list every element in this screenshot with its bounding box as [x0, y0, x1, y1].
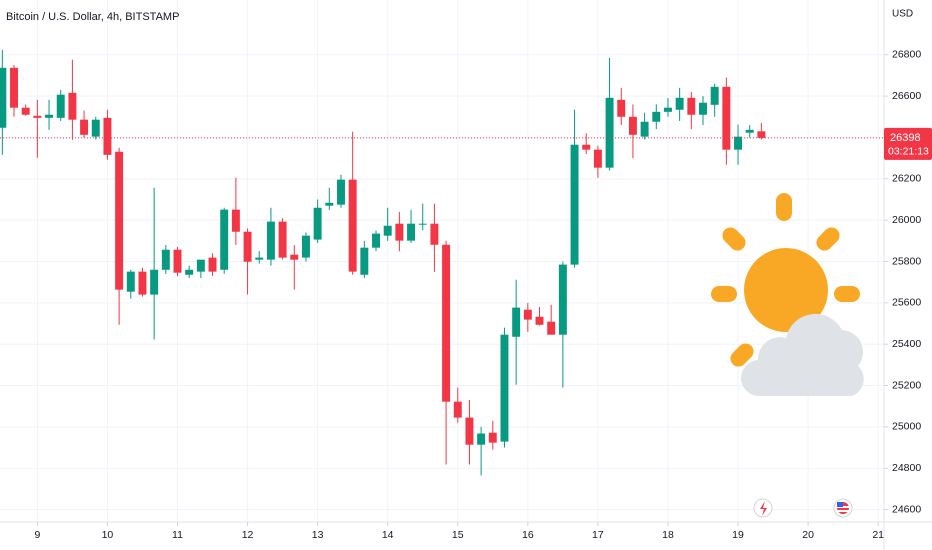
- candle-body: [465, 417, 474, 445]
- candle-body: [325, 202, 334, 206]
- candle-body: [628, 116, 637, 135]
- candle-body: [675, 97, 684, 110]
- x-tick-label: 9: [34, 529, 40, 541]
- candle-body: [21, 107, 30, 115]
- candle-body: [115, 151, 124, 290]
- y-tick-label: 24800: [892, 462, 921, 474]
- candle-body: [348, 179, 357, 272]
- x-tick-label: 16: [522, 529, 534, 541]
- y-axis-label: USD: [892, 9, 913, 20]
- candle-body: [80, 119, 89, 135]
- candle-body: [10, 67, 18, 108]
- candle-body: [68, 92, 77, 120]
- candle-body: [699, 102, 707, 115]
- candle-body: [208, 257, 217, 272]
- candle-body: [430, 223, 439, 245]
- candle-body: [383, 225, 392, 236]
- y-tick-label: 26200: [892, 173, 921, 185]
- candle-body: [220, 209, 229, 270]
- x-tick-label: 20: [802, 529, 814, 541]
- candle-body: [418, 223, 427, 225]
- x-tick-label: 15: [452, 529, 464, 541]
- candle-body: [535, 316, 544, 325]
- candle-body: [663, 107, 672, 112]
- candle-body: [512, 307, 521, 337]
- weather-icon: [711, 193, 864, 397]
- candle-body: [337, 179, 345, 205]
- y-tick-label: 25200: [892, 379, 921, 391]
- candle-body: [453, 401, 462, 418]
- x-tick-label: 18: [662, 529, 674, 541]
- x-tick-label: 10: [102, 529, 114, 541]
- candle-body: [45, 114, 54, 118]
- candle-body: [103, 117, 112, 155]
- last-price-label: 26398: [890, 132, 921, 144]
- candle-body: [722, 86, 731, 150]
- candle-body: [313, 207, 322, 240]
- y-tick-label: 25400: [892, 338, 921, 350]
- candle-body: [161, 249, 170, 270]
- candle-body: [757, 131, 766, 138]
- candle-body: [582, 144, 591, 150]
- candle-body: [558, 264, 567, 335]
- candle-body: [605, 97, 614, 168]
- y-tick-label: 26000: [892, 214, 921, 226]
- y-tick-label: 24600: [892, 503, 921, 515]
- candle-body: [372, 233, 380, 248]
- x-tick-label: 12: [242, 529, 254, 541]
- candle-body: [185, 269, 194, 275]
- candle-body: [734, 136, 742, 150]
- candle-body: [301, 235, 310, 258]
- candle-body: [150, 269, 159, 295]
- x-tick-label: 14: [382, 529, 394, 541]
- candle-body: [593, 149, 602, 168]
- candle-body: [500, 334, 509, 442]
- y-tick-label: 26800: [892, 49, 921, 61]
- candle-body: [255, 257, 264, 260]
- candle-body: [126, 271, 135, 292]
- candle-body: [278, 221, 287, 258]
- candle-body: [407, 223, 416, 241]
- candle-body: [477, 433, 486, 445]
- countdown-label: 03:21:13: [888, 146, 929, 158]
- candle-body: [0, 67, 7, 128]
- candle-body: [196, 259, 205, 272]
- x-tick-label: 17: [592, 529, 604, 541]
- candle-body: [617, 99, 626, 117]
- candle-body: [547, 321, 556, 335]
- candle-body: [138, 271, 147, 295]
- candle-body: [442, 244, 451, 402]
- candle-body: [290, 254, 299, 260]
- candle-body: [488, 432, 497, 443]
- candle-body: [745, 129, 754, 133]
- candle-body: [243, 231, 252, 262]
- candle-body: [91, 119, 100, 137]
- candle-body: [523, 309, 532, 320]
- y-tick-label: 26600: [892, 90, 921, 102]
- candle-body: [640, 121, 649, 137]
- x-tick-label: 13: [312, 529, 324, 541]
- last-price-box: [884, 127, 932, 160]
- event-icons: [753, 498, 853, 518]
- candle-body: [710, 86, 719, 105]
- candle-body: [570, 144, 579, 265]
- candle-body: [395, 223, 404, 241]
- chart-title: Bitcoin / U.S. Dollar, 4h, BITSTAMP: [6, 11, 179, 23]
- candle-body: [687, 97, 696, 115]
- y-tick-label: 25600: [892, 297, 921, 309]
- candle-body: [173, 249, 182, 273]
- candle-body: [33, 115, 42, 118]
- x-tick-label: 21: [872, 529, 884, 541]
- y-tick-label: 25800: [892, 255, 921, 267]
- y-tick-label: 25000: [892, 421, 921, 433]
- x-tick-label: 11: [172, 529, 183, 541]
- candle-body: [231, 209, 240, 232]
- candle-body: [360, 247, 369, 275]
- candle-body: [652, 111, 661, 122]
- candle-body: [266, 221, 275, 260]
- x-tick-label: 19: [732, 529, 744, 541]
- candle-body: [56, 94, 65, 118]
